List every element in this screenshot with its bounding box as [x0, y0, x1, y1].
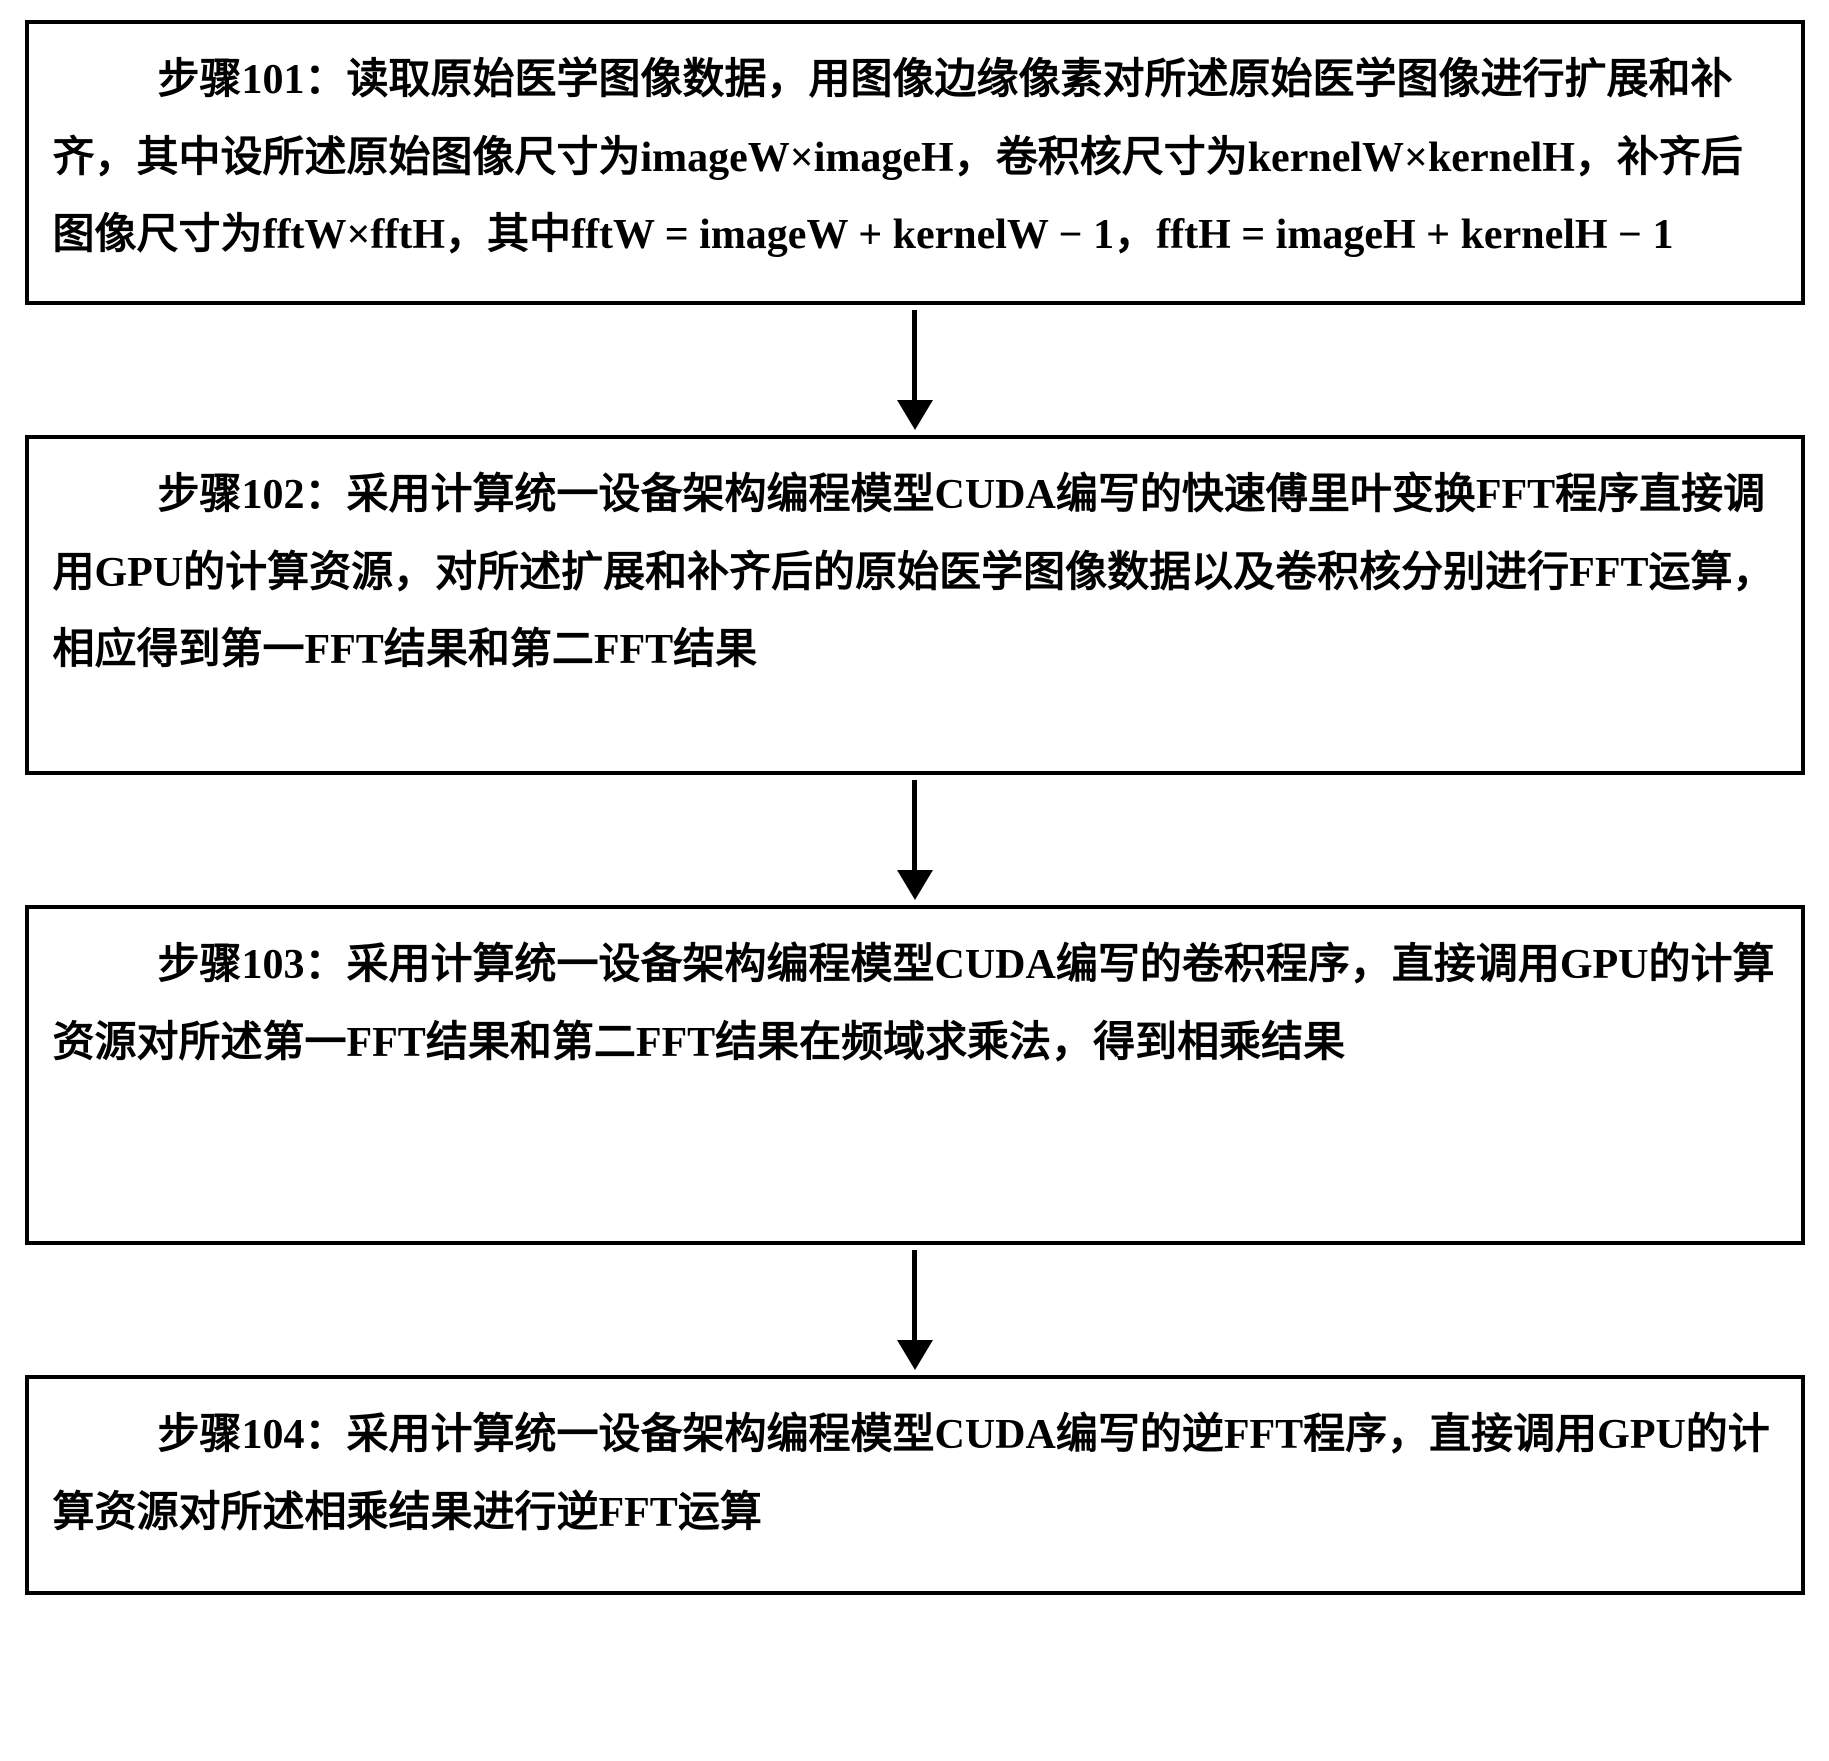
arrow-2-head [897, 870, 933, 900]
arrow-2 [897, 775, 933, 905]
step-103-box: 步骤103：采用计算统一设备架构编程模型CUDA编写的卷积程序，直接调用GPU的… [25, 905, 1805, 1245]
arrow-1-head [897, 400, 933, 430]
step-104-text: 步骤104：采用计算统一设备架构编程模型CUDA编写的逆FFT程序，直接调用GP… [53, 1397, 1777, 1552]
arrow-3 [897, 1245, 933, 1375]
arrow-1-line [912, 310, 917, 400]
step-103-text: 步骤103：采用计算统一设备架构编程模型CUDA编写的卷积程序，直接调用GPU的… [53, 927, 1777, 1082]
step-102-text: 步骤102：采用计算统一设备架构编程模型CUDA编写的快速傅里叶变换FFT程序直… [53, 457, 1777, 690]
arrow-2-line [912, 780, 917, 870]
step-101-text: 步骤101：读取原始医学图像数据，用图像边缘像素对所述原始医学图像进行扩展和补齐… [53, 42, 1777, 275]
step-101-box: 步骤101：读取原始医学图像数据，用图像边缘像素对所述原始医学图像进行扩展和补齐… [25, 20, 1805, 305]
arrow-3-line [912, 1250, 917, 1340]
step-104-box: 步骤104：采用计算统一设备架构编程模型CUDA编写的逆FFT程序，直接调用GP… [25, 1375, 1805, 1595]
arrow-1 [897, 305, 933, 435]
step-102-box: 步骤102：采用计算统一设备架构编程模型CUDA编写的快速傅里叶变换FFT程序直… [25, 435, 1805, 775]
flowchart-container: 步骤101：读取原始医学图像数据，用图像边缘像素对所述原始医学图像进行扩展和补齐… [20, 20, 1809, 1595]
arrow-3-head [897, 1340, 933, 1370]
